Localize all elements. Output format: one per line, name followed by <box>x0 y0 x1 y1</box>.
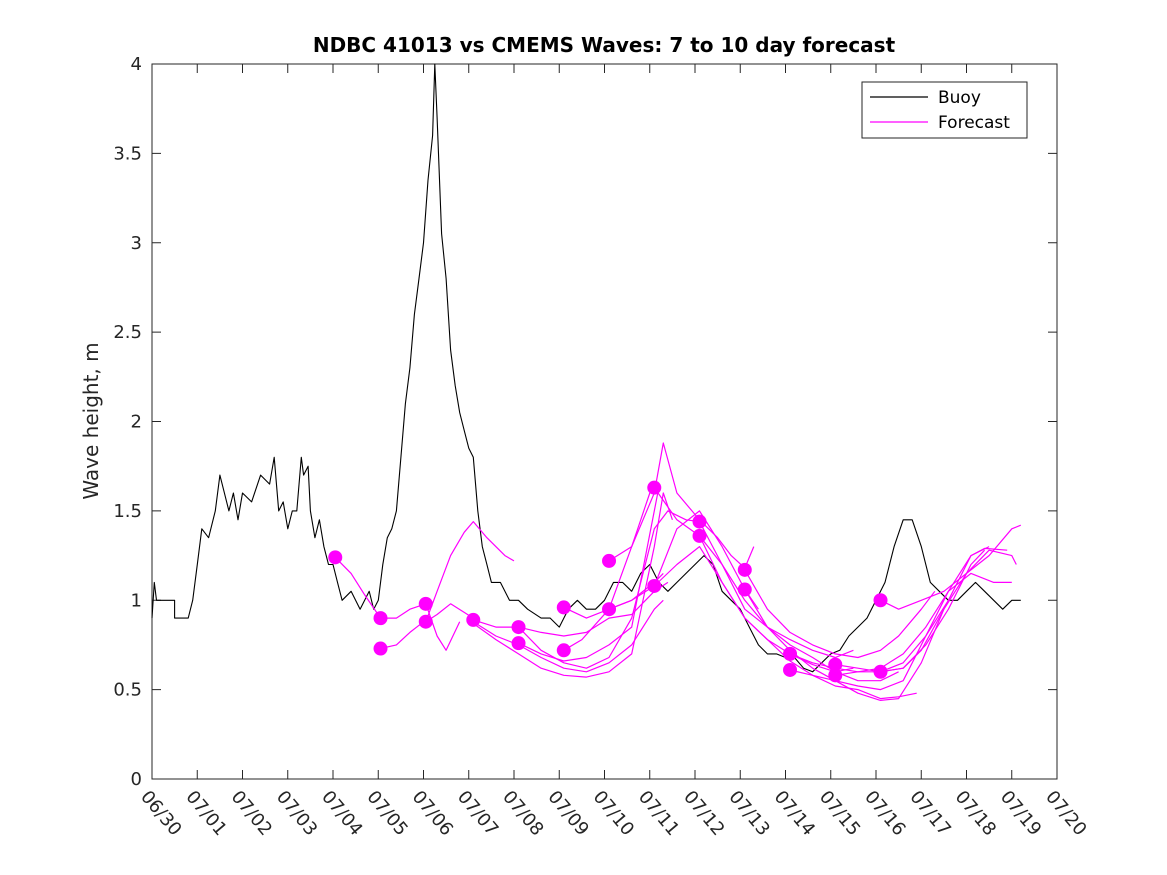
forecast-series-line <box>744 569 936 659</box>
x-tick-label: 07/13 <box>724 787 773 840</box>
x-tick-label: 07/14 <box>770 787 819 840</box>
x-tick-label: 07/10 <box>589 787 638 840</box>
legend-buoy-label: Buoy <box>938 88 981 108</box>
forecast-marker <box>828 668 843 683</box>
x-tick-label: 07/11 <box>634 787 683 840</box>
forecast-marker <box>511 636 526 651</box>
forecast-marker <box>783 646 798 661</box>
forecast-series-line <box>744 589 945 701</box>
y-tick-label: 0.5 <box>113 680 142 701</box>
plot-area <box>151 63 1058 780</box>
forecast-marker <box>556 600 571 615</box>
forecast-series-line <box>698 521 899 682</box>
y-tick-label: 1.5 <box>113 501 142 522</box>
x-tick-label: 07/20 <box>1041 787 1090 840</box>
forecast-series-line <box>835 572 1012 676</box>
forecast-series-line <box>608 510 759 610</box>
forecast-series-line <box>653 487 854 659</box>
x-tick-label: 07/02 <box>227 787 276 840</box>
forecast-series-line <box>380 603 426 619</box>
x-tick-label: 06/30 <box>136 787 185 840</box>
x-tick-label: 07/16 <box>860 787 909 840</box>
x-tick-label: 07/19 <box>996 787 1045 840</box>
x-tick-label: 07/01 <box>181 787 230 840</box>
forecast-marker <box>373 611 388 626</box>
forecast-series-line <box>880 549 1017 673</box>
legend: Buoy Forecast <box>861 81 1028 139</box>
forecast-marker <box>328 550 343 565</box>
y-tick-label: 3.5 <box>113 143 142 164</box>
forecast-marker <box>647 480 662 495</box>
y-axis-label: Wave height, m <box>79 342 103 499</box>
y-tick-label: 4 <box>131 54 142 75</box>
x-tick-label: 07/03 <box>272 787 321 840</box>
forecast-series-line <box>425 521 515 622</box>
forecast-marker <box>647 578 662 593</box>
forecast-marker <box>418 596 433 611</box>
forecast-marker <box>466 612 481 627</box>
forecast-marker <box>418 614 433 629</box>
forecast-marker <box>828 657 843 672</box>
x-tick-label: 07/07 <box>453 787 502 840</box>
forecast-marker <box>873 593 888 608</box>
forecast-series-line <box>472 599 664 673</box>
y-tick-label: 0 <box>131 769 142 790</box>
forecast-series-line <box>334 556 381 619</box>
forecast-marker <box>737 582 752 597</box>
forecast-series-line <box>472 492 673 678</box>
y-tick-label: 1 <box>131 590 142 611</box>
forecast-marker <box>692 514 707 529</box>
x-tick-label: 07/09 <box>543 787 592 840</box>
x-tick-label: 07/17 <box>905 787 954 840</box>
forecast-marker <box>373 641 388 656</box>
forecast-marker <box>692 528 707 543</box>
y-tick-label: 3 <box>131 233 142 254</box>
forecast-series-line <box>518 510 700 669</box>
y-tick-labels: 0 0.5 1 1.5 2 2.5 3 3.5 4 <box>113 54 142 790</box>
x-tick-label: 07/05 <box>362 787 411 840</box>
forecast-series-line <box>789 546 990 691</box>
x-tick-label: 07/12 <box>679 787 728 840</box>
forecast-marker <box>556 643 571 658</box>
x-tick-label: 07/04 <box>317 787 366 840</box>
forecast-marker <box>602 553 617 568</box>
forecast-marker <box>873 664 888 679</box>
forecast-series-line <box>835 547 1008 673</box>
legend-box <box>861 81 1028 139</box>
chart-title: NDBC 41013 vs CMEMS Waves: 7 to 10 day f… <box>313 33 896 57</box>
series-layer <box>151 63 1022 701</box>
x-tick-label: 07/06 <box>408 787 457 840</box>
x-tick-label: 07/08 <box>498 787 547 840</box>
x-tick-label: 07/18 <box>951 787 1000 840</box>
forecast-marker <box>783 662 798 677</box>
x-tick-labels: 06/3007/0107/0207/0307/0407/0507/0607/07… <box>136 787 1090 840</box>
forecast-marker <box>602 602 617 617</box>
forecast-series-line <box>518 487 660 662</box>
forecast-marker <box>511 620 526 635</box>
y-tick-label: 2.5 <box>113 322 142 343</box>
y-tick-label: 2 <box>131 412 142 433</box>
legend-forecast-label: Forecast <box>938 113 1010 133</box>
forecast-series-line <box>880 524 1022 610</box>
forecast-markers <box>328 480 888 683</box>
x-tick-label: 07/15 <box>815 787 864 840</box>
forecast-marker <box>737 562 752 577</box>
forecast-series-line <box>608 442 755 569</box>
